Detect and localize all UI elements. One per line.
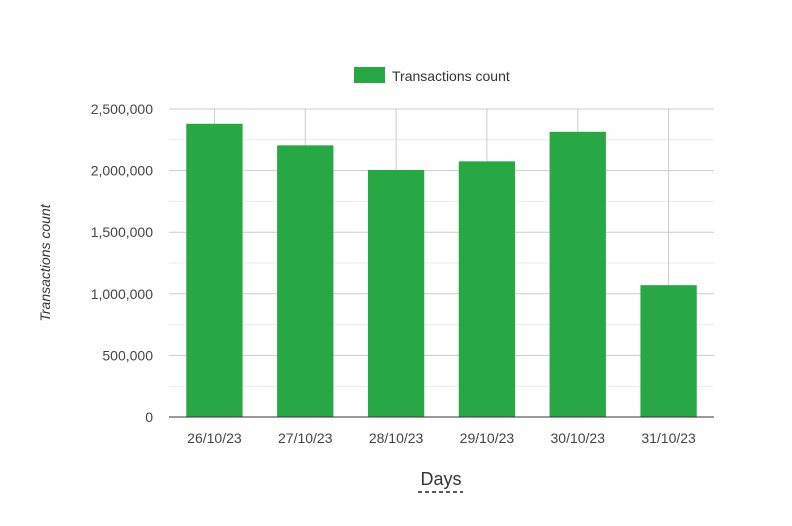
y-tick-label: 1,500,000 bbox=[91, 224, 153, 240]
y-axis-ticks: 0 500,000 1,000,000 1,500,000 2,000,000 2,500… bbox=[91, 101, 154, 425]
y-tick-label: 2,000,000 bbox=[91, 163, 153, 179]
y-axis-title: Transactions count bbox=[37, 203, 53, 321]
bar-28/10/23[interactable] bbox=[367, 169, 425, 417]
legend-label: Transactions count bbox=[392, 68, 510, 84]
x-tick-label: 27/10/23 bbox=[278, 430, 333, 446]
y-tick-label: 1,000,000 bbox=[91, 286, 153, 302]
bars bbox=[186, 123, 697, 418]
x-tick-label: 26/10/23 bbox=[187, 430, 242, 446]
legend[interactable]: Transactions count bbox=[354, 67, 510, 84]
x-tick-label: 31/10/23 bbox=[641, 430, 696, 446]
legend-swatch bbox=[354, 67, 385, 83]
bar-30/10/23[interactable] bbox=[549, 131, 606, 418]
bar-29/10/23[interactable] bbox=[458, 161, 516, 417]
bar-31/10/23[interactable] bbox=[640, 285, 697, 417]
x-tick-label: 30/10/23 bbox=[551, 430, 606, 446]
x-axis-title-group[interactable]: Days bbox=[418, 469, 463, 493]
x-tick-label: 28/10/23 bbox=[369, 430, 424, 446]
bar-27/10/23[interactable] bbox=[277, 145, 334, 417]
x-axis-ticks: 26/10/23 27/10/23 28/10/23 29/10/23 30/10/23… bbox=[187, 430, 696, 446]
gridlines bbox=[169, 108, 714, 417]
x-tick-label: 29/10/23 bbox=[460, 430, 515, 446]
y-tick-label: 0 bbox=[145, 409, 153, 425]
y-tick-label: 2,500,000 bbox=[91, 101, 153, 117]
bar-26/10/23[interactable] bbox=[186, 123, 243, 417]
y-tick-label: 500,000 bbox=[102, 347, 153, 363]
x-axis-title[interactable]: Days bbox=[420, 469, 461, 489]
